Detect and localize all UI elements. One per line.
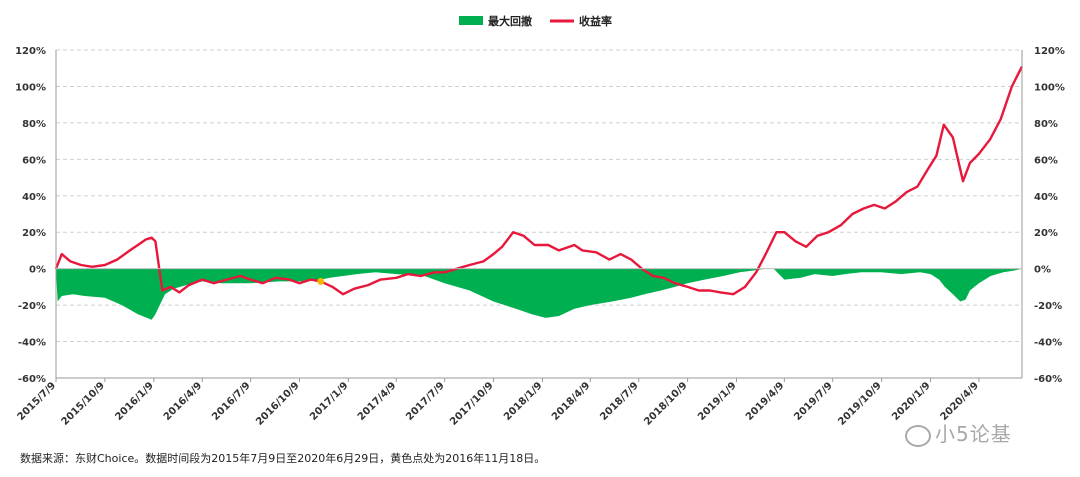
drawdown-area-series <box>56 268 1022 320</box>
x-tick-label: 2017/4/9 <box>356 380 398 422</box>
x-tick-label: 2017/7/9 <box>404 380 446 422</box>
watermark: 小5论基 <box>905 418 1012 447</box>
right-y-axis-ticks: 120% 100% 80% 60% 40% 20% 0% -20% -40% -60% <box>1034 46 1065 385</box>
left-y-tick-label: -60% <box>18 374 46 385</box>
x-tick-label: 2019/4/9 <box>744 380 786 422</box>
highlight-point <box>317 277 325 285</box>
legend-label: 最大回撤 <box>488 14 532 28</box>
return-line <box>54 65 1024 296</box>
right-y-tick-label: 40% <box>1034 192 1058 203</box>
x-tick-label: 2020/4/9 <box>939 380 981 422</box>
legend-label: 收益率 <box>579 14 612 28</box>
left-y-tick-label: 20% <box>22 228 46 239</box>
right-y-tick-label: 100% <box>1034 82 1065 93</box>
x-tick-label: 2019/1/9 <box>696 380 738 422</box>
x-tick-label: 2015/7/9 <box>16 380 58 422</box>
watermark-text: 小5论基 <box>935 422 1012 446</box>
right-y-tick-label: -40% <box>1034 338 1062 349</box>
x-tick-label: 2018/10/9 <box>642 380 689 427</box>
return-line-series <box>54 65 1024 296</box>
left-y-tick-label: 0% <box>29 265 46 276</box>
x-tick-label: 2019/7/9 <box>792 380 834 422</box>
left-y-tick-label: -40% <box>18 338 46 349</box>
left-y-tick-label: 60% <box>22 155 46 166</box>
right-y-tick-label: -20% <box>1034 301 1062 312</box>
right-y-tick-label: -60% <box>1034 374 1062 385</box>
x-axis-ticks: 2015/7/9 2015/10/9 2016/1/9 2016/4/9 2016/7/… <box>16 378 981 428</box>
x-tick-label: 2016/7/9 <box>210 380 252 422</box>
legend-swatch-drawdown <box>459 16 483 25</box>
drawdown-area <box>56 268 1022 320</box>
x-tick-label: 2018/7/9 <box>598 380 640 422</box>
left-y-tick-label: 100% <box>15 82 46 93</box>
left-y-tick-label: 40% <box>22 192 46 203</box>
left-y-tick-label: -20% <box>18 301 46 312</box>
wechat-icon <box>905 424 931 447</box>
x-tick-label: 2018/1/9 <box>502 380 544 422</box>
highlight-dot <box>317 277 325 285</box>
left-y-tick-label: 80% <box>22 119 46 130</box>
x-tick-label: 2016/1/9 <box>113 380 155 422</box>
left-y-tick-label: 120% <box>15 46 46 57</box>
left-y-axis-ticks: 120% 100% 80% 60% 40% 20% 0% -20% -40% -60% <box>15 46 46 385</box>
x-tick-label: 2015/10/9 <box>60 380 107 427</box>
right-y-tick-label: 0% <box>1034 265 1051 276</box>
x-tick-label: 2018/4/9 <box>550 380 592 422</box>
x-tick-label: 2016/10/9 <box>254 380 301 427</box>
x-tick-label: 2016/4/9 <box>162 380 204 422</box>
right-y-tick-label: 60% <box>1034 155 1058 166</box>
x-tick-label: 2017/1/9 <box>308 380 350 422</box>
right-y-tick-label: 120% <box>1034 46 1065 57</box>
x-tick-label: 2019/10/9 <box>836 380 883 427</box>
right-y-tick-label: 20% <box>1034 228 1058 239</box>
x-tick-label: 2020/1/9 <box>890 380 932 422</box>
source-note: 数据来源：东财Choice。数据时间段为2015年7月9日至2020年6月29日… <box>20 452 546 465</box>
right-y-tick-label: 80% <box>1034 119 1058 130</box>
gridlines <box>56 49 1022 379</box>
x-tick-label: 2017/10/9 <box>448 380 495 427</box>
axes <box>55 50 1023 379</box>
legend: 最大回撤 收益率 <box>459 14 612 28</box>
